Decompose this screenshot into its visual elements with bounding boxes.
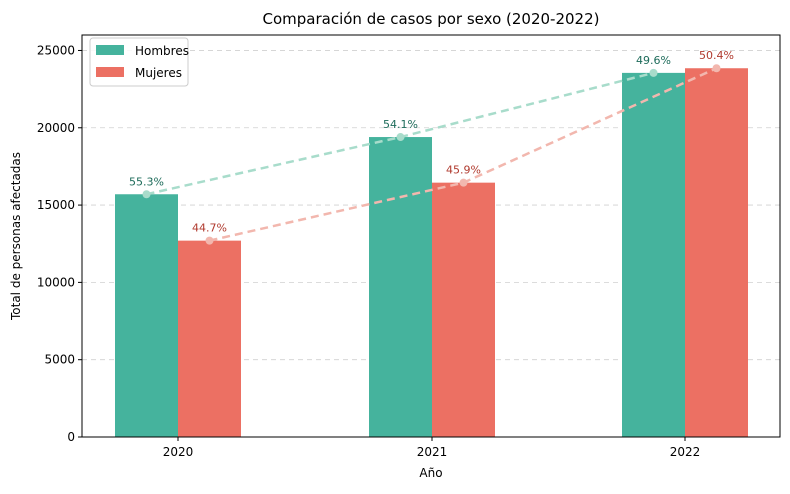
trend-point-mujeres (205, 236, 214, 245)
legend-swatch-mujeres (96, 67, 124, 77)
trend-point-hombres (142, 190, 151, 199)
percent-labels-group: 55.3% 54.1% 49.6% 44.7% 45.9% 50.4% (129, 49, 734, 234)
trend-point-hombres (649, 68, 658, 77)
y-tick-label: 15000 (37, 198, 75, 212)
bar-mujeres-2022 (685, 68, 748, 437)
trend-point-mujeres (712, 64, 721, 73)
legend-label-mujeres: Mujeres (135, 66, 182, 80)
bar-mujeres-2020 (178, 240, 241, 437)
x-tick-label: 2021 (417, 445, 448, 459)
percent-label-mujeres: 45.9% (446, 164, 481, 177)
y-tick-label: 10000 (37, 275, 75, 289)
chart-title: Comparación de casos por sexo (2020-2022… (263, 10, 600, 28)
y-tick-label: 0 (67, 430, 75, 444)
bar-mujeres-2021 (432, 182, 495, 437)
bar-hombres-2022 (622, 72, 685, 437)
bar-hombres-2021 (369, 137, 432, 438)
legend: Hombres Mujeres (89, 37, 189, 87)
y-tick-label: 5000 (44, 353, 75, 367)
legend-swatch-hombres (96, 45, 124, 55)
y-axis: 0 5000 10000 15000 20000 25000 (37, 43, 82, 444)
legend-label-hombres: Hombres (135, 44, 189, 58)
percent-label-hombres: 54.1% (383, 118, 418, 131)
trend-point-hombres (396, 133, 405, 142)
trend-lines-group (142, 64, 721, 245)
percent-label-mujeres: 44.7% (192, 222, 227, 235)
bars-group (115, 68, 748, 438)
percent-label-hombres: 49.6% (636, 54, 671, 67)
plot-frame (81, 34, 781, 438)
x-axis-label: Año (419, 466, 442, 480)
percent-label-mujeres: 50.4% (699, 49, 734, 62)
x-tick-label: 2022 (670, 445, 701, 459)
x-tick-label: 2020 (163, 445, 194, 459)
bar-hombres-2020 (115, 194, 178, 437)
percent-label-hombres: 55.3% (129, 175, 164, 188)
y-tick-label: 20000 (37, 121, 75, 135)
y-axis-label: Total de personas afectadas (9, 152, 23, 321)
y-tick-label: 25000 (37, 43, 75, 57)
trend-point-mujeres (459, 178, 468, 187)
x-axis: 2020 2021 2022 (163, 437, 701, 459)
